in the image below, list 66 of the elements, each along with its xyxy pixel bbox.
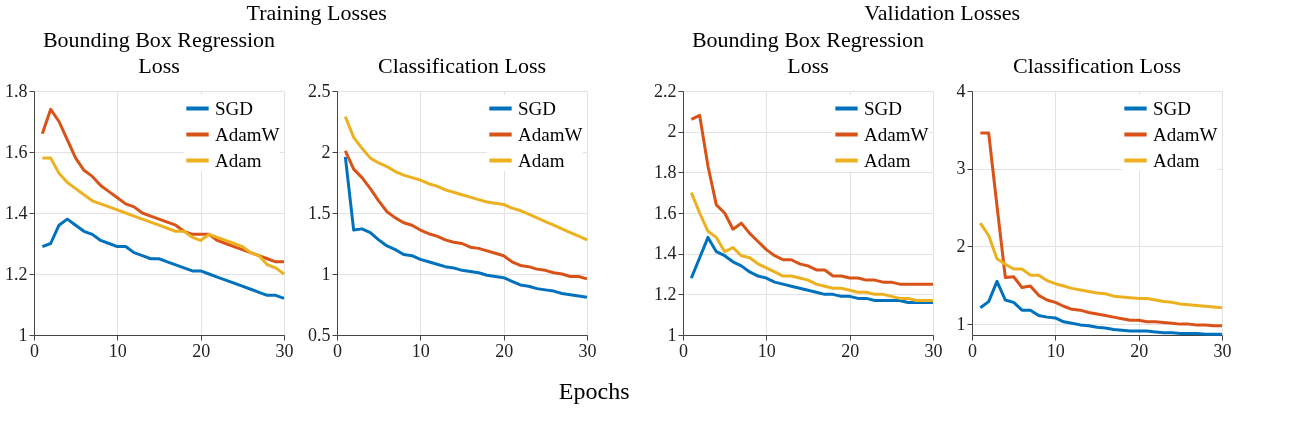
y-tick-label: 1.6 — [654, 202, 677, 223]
line-series — [689, 235, 935, 304]
y-tick-label: 3 — [956, 158, 966, 179]
y-tick-label: 1.6 — [5, 141, 28, 162]
x-tick-label: 0 — [30, 340, 39, 361]
y-tick-label: 0.5 — [308, 324, 331, 345]
y-tick-label: 2 — [667, 121, 677, 142]
line-series — [343, 155, 589, 299]
x-tick-label: 30 — [578, 340, 597, 361]
x-tick-label: 0 — [679, 340, 688, 361]
y-tick-label: 1 — [667, 324, 677, 345]
legend-label: Adam — [1153, 149, 1200, 171]
chart-title: Bounding Box Regression Loss — [691, 27, 925, 78]
chart-title: Classification Loss — [1012, 53, 1182, 78]
x-tick-label: 30 — [924, 340, 943, 361]
legend-label: SGD — [215, 97, 254, 119]
y-tick-label: 1.5 — [308, 202, 331, 223]
y-tick-label: 2 — [956, 235, 966, 256]
x-tick-label: 20 — [192, 340, 211, 361]
y-tick-label: 1.2 — [5, 263, 28, 284]
x-tick-label: 10 — [1046, 340, 1065, 361]
y-tick-label: 2.5 — [308, 80, 331, 101]
x-tick-label: 30 — [275, 340, 294, 361]
x-tick-label: 20 — [495, 340, 514, 361]
x-tick-label: 0 — [333, 340, 342, 361]
legend-label: SGD — [1153, 97, 1192, 119]
y-tick-label: 1.8 — [5, 80, 28, 101]
text: Validation Losses — [864, 0, 1021, 25]
y-tick-label: 2.2 — [654, 80, 677, 101]
y-tick-label: 1 — [956, 313, 966, 334]
legend-label: SGD — [864, 97, 903, 119]
x-tick-label: 30 — [1213, 340, 1232, 361]
y-tick-label: 1 — [18, 324, 28, 345]
legend-label: AdamW — [864, 123, 929, 145]
y-tick-label: 2 — [321, 141, 331, 162]
legend-label: Adam — [215, 149, 262, 171]
chart-title: Classification Loss — [377, 53, 547, 78]
y-tick-label: 1.4 — [654, 243, 677, 264]
y-tick-label: 1.4 — [5, 202, 28, 223]
y-tick-label: 1.2 — [654, 283, 677, 304]
x-tick-label: 10 — [108, 340, 127, 361]
line-series — [689, 191, 935, 302]
legend-label: AdamW — [518, 123, 583, 145]
x-tick-label: 0 — [968, 340, 977, 361]
x-tick-label: 10 — [757, 340, 776, 361]
line-series — [343, 115, 589, 242]
line-series — [40, 217, 286, 300]
x-axis-title: Epochs — [558, 377, 630, 404]
legend-label: Adam — [518, 149, 565, 171]
y-tick-label: 4 — [956, 80, 966, 101]
legend-label: AdamW — [215, 123, 280, 145]
legend-label: SGD — [518, 97, 557, 119]
line-series — [343, 149, 589, 281]
x-tick-label: 20 — [1130, 340, 1149, 361]
y-tick-label: 1 — [321, 263, 331, 284]
line-series — [978, 279, 1224, 336]
line-series — [689, 113, 935, 286]
x-tick-label: 10 — [411, 340, 430, 361]
legend-label: AdamW — [1153, 123, 1218, 145]
text: Training Losses — [246, 0, 387, 25]
line-series — [40, 156, 286, 276]
x-tick-label: 20 — [841, 340, 860, 361]
y-tick-label: 1.8 — [654, 161, 677, 182]
legend-label: Adam — [864, 149, 911, 171]
line-series — [978, 221, 1224, 310]
chart-title: Bounding Box Regression Loss — [42, 27, 276, 78]
